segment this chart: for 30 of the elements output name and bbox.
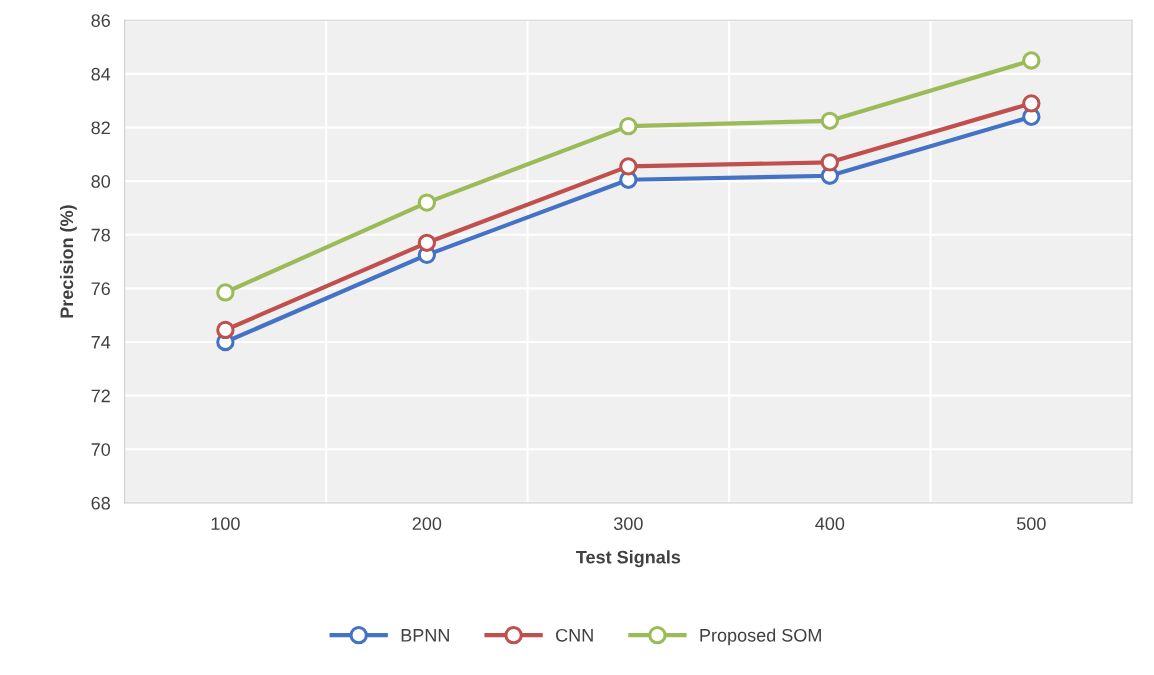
y-tick-label: 74	[91, 336, 111, 349]
x-tick-label: 200	[412, 517, 442, 531]
y-axis-title: Precision (%)	[59, 205, 77, 318]
y-tick-label: 78	[91, 228, 110, 242]
y-tick-label: 76	[91, 282, 110, 296]
y-tick-label: 80	[91, 175, 111, 188]
x-tick-label: 400	[815, 517, 845, 531]
legend-label: CNN	[556, 628, 593, 642]
y-tick-label: 70	[91, 443, 111, 456]
point	[216, 283, 235, 302]
point	[619, 157, 638, 176]
point	[820, 111, 840, 130]
y-tick-label: 72	[91, 389, 110, 403]
x-tick-label: 100	[211, 517, 240, 531]
legend-label: Proposed SOM	[700, 628, 821, 646]
y-tick-label: 82	[91, 121, 110, 135]
point	[619, 116, 638, 136]
point	[820, 153, 840, 172]
y-tick-label: 86	[91, 14, 110, 27]
point	[417, 193, 437, 212]
point	[216, 320, 235, 340]
x-axis-title: Test Signals	[576, 550, 681, 568]
y-tick-label: 84	[91, 67, 111, 81]
x-tick-label: 300	[613, 517, 643, 531]
y-tick-label: 68	[91, 496, 110, 510]
point	[417, 233, 437, 252]
legend-label: BPNN	[401, 629, 449, 642]
point	[1022, 51, 1041, 70]
point	[1022, 94, 1041, 113]
x-tick-label: 500	[1016, 517, 1046, 531]
